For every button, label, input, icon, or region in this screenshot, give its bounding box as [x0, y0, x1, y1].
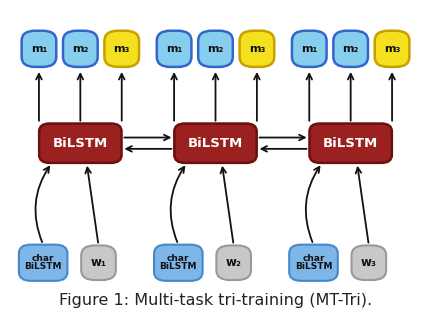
Text: m₁: m₁ — [301, 44, 317, 54]
Text: m₃: m₃ — [248, 44, 264, 54]
Text: m₂: m₂ — [72, 44, 88, 54]
FancyBboxPatch shape — [289, 245, 337, 281]
Text: BiLSTM: BiLSTM — [187, 137, 243, 150]
FancyBboxPatch shape — [198, 31, 232, 67]
FancyBboxPatch shape — [239, 31, 273, 67]
Text: m₁: m₁ — [166, 44, 182, 54]
FancyBboxPatch shape — [374, 31, 408, 67]
Text: Figure 1: Multi-task tri-training (MT-Tri).: Figure 1: Multi-task tri-training (MT-Tr… — [59, 293, 371, 308]
FancyBboxPatch shape — [332, 31, 367, 67]
FancyBboxPatch shape — [104, 31, 139, 67]
Text: m₃: m₃ — [383, 44, 399, 54]
FancyBboxPatch shape — [351, 246, 385, 280]
FancyBboxPatch shape — [39, 124, 121, 163]
Text: char: char — [167, 254, 189, 263]
Text: m₂: m₂ — [207, 44, 223, 54]
FancyBboxPatch shape — [19, 245, 68, 281]
Text: w₁: w₁ — [90, 256, 106, 269]
Text: BiLSTM: BiLSTM — [322, 137, 378, 150]
Text: char: char — [32, 254, 54, 263]
FancyBboxPatch shape — [22, 31, 56, 67]
Text: m₁: m₁ — [31, 44, 47, 54]
Text: w₃: w₃ — [360, 256, 376, 269]
FancyBboxPatch shape — [157, 31, 191, 67]
Text: BiLSTM: BiLSTM — [294, 262, 332, 271]
Text: char: char — [301, 254, 324, 263]
FancyBboxPatch shape — [291, 31, 326, 67]
Text: m₂: m₂ — [342, 44, 358, 54]
Text: m₃: m₃ — [113, 44, 129, 54]
FancyBboxPatch shape — [81, 246, 116, 280]
FancyBboxPatch shape — [174, 124, 256, 163]
Text: BiLSTM: BiLSTM — [159, 262, 197, 271]
FancyBboxPatch shape — [154, 245, 202, 281]
FancyBboxPatch shape — [216, 246, 250, 280]
Text: w₂: w₂ — [225, 256, 241, 269]
Text: BiLSTM: BiLSTM — [52, 137, 108, 150]
Text: BiLSTM: BiLSTM — [25, 262, 62, 271]
FancyBboxPatch shape — [63, 31, 98, 67]
FancyBboxPatch shape — [309, 124, 391, 163]
